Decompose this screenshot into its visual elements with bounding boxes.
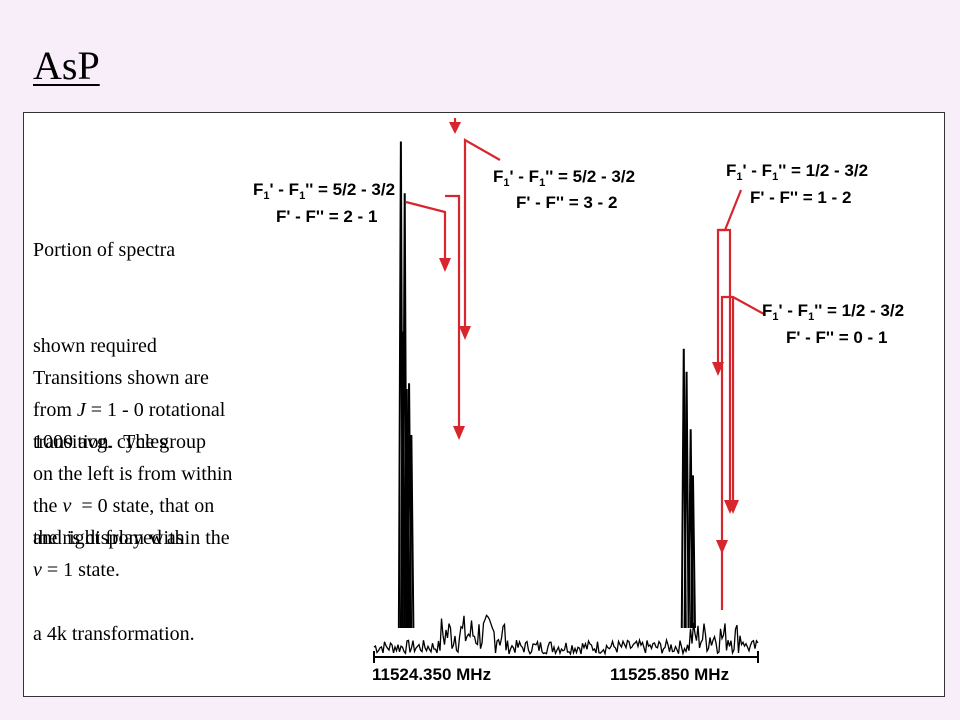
annotation-label-2-line1: F1' - F1'' = 5/2 - 3/2 — [493, 167, 635, 189]
italic-symbol: v — [33, 559, 42, 581]
annotation-label-3-line1: F1' - F1'' = 1/2 - 3/2 — [726, 161, 868, 183]
text-run: = 1 - 0 rotational — [85, 399, 226, 421]
annotation-arrows — [405, 118, 765, 610]
content-panel — [23, 112, 945, 697]
x-tick-label-left: 11524.350 MHz — [372, 665, 491, 684]
annotation-label-4-line1: F1' - F1'' = 1/2 - 3/2 — [762, 301, 904, 323]
paragraph-line: the v = 0 state, that on — [33, 490, 232, 522]
text-run: from — [33, 399, 77, 421]
text-run: Transitions shown are — [33, 367, 209, 389]
slide-title: AsP — [33, 43, 100, 88]
text-run: = 0 state, that on — [71, 495, 215, 517]
paragraph-line: Portion of spectra — [33, 239, 176, 261]
annotation-label-2-line2: F' - F'' = 3 - 2 — [516, 193, 617, 212]
text-run: on the left is from within — [33, 463, 233, 485]
arrowhead — [449, 122, 461, 134]
spectrum-peak — [689, 475, 696, 629]
arrow-1-2-1-2-inner — [718, 228, 732, 500]
paragraph-line: a 4k transformation. — [33, 623, 195, 645]
arrowhead — [716, 540, 728, 554]
text-run: transition. The group — [33, 431, 206, 453]
arrowhead — [439, 258, 451, 272]
italic-symbol: v — [62, 495, 72, 517]
arrow-1-2-0-1-outer — [720, 295, 765, 610]
paragraph-line: and is displayed as — [33, 527, 184, 549]
arrow-5-2-2-1-right — [445, 194, 461, 438]
arrowhead — [712, 362, 724, 376]
arrow-5-2-2-1-left — [405, 200, 447, 270]
text-run: the right from within the — [33, 527, 230, 549]
paragraph-line: 1000 avg. cycles — [33, 431, 167, 453]
paragraph-line: from J = 1 - 0 rotational — [33, 394, 232, 426]
description-paragraph: Portion of spectra shown required 1000 a… — [33, 170, 195, 682]
paragraph-line: the right from within the — [33, 522, 232, 554]
annotation-label-1-line1: F1' - F1'' = 5/2 - 3/2 — [253, 180, 395, 202]
paragraph-line: shown required — [33, 335, 157, 357]
paragraph-line: Transitions shown are — [33, 362, 232, 394]
paragraph-line: transition. The group — [33, 426, 232, 458]
annotation-arrowheads — [439, 122, 739, 554]
paragraph-line: on the left is from within — [33, 458, 232, 490]
spectrum-peak — [399, 331, 406, 629]
spectrum-peak — [408, 435, 415, 629]
text-run: = 1 state. — [41, 559, 120, 581]
arrowhead — [453, 426, 465, 440]
x-tick-label-right: 11525.850 MHz — [610, 665, 729, 684]
spectrum-baseline — [373, 614, 759, 657]
arrow-5-2-3-2 — [463, 138, 501, 330]
transitions-paragraph: Transitions shown are from J = 1 - 0 rota… — [33, 362, 232, 586]
arrowhead — [727, 500, 739, 514]
spectrum-trace — [373, 614, 759, 657]
paragraph-line: v = 1 state. — [33, 554, 232, 586]
arrowhead — [459, 326, 471, 340]
annotation-label-3-line2: F' - F'' = 1 - 2 — [750, 188, 851, 207]
spectrum-peaks — [397, 141, 696, 629]
italic-symbol: J — [76, 399, 86, 421]
spectrum-peak — [683, 371, 690, 629]
annotation-label-1-line2: F' - F'' = 2 - 1 — [276, 207, 377, 226]
text-run: the — [33, 495, 63, 517]
annotation-label-4-line2: F' - F'' = 0 - 1 — [786, 328, 887, 347]
